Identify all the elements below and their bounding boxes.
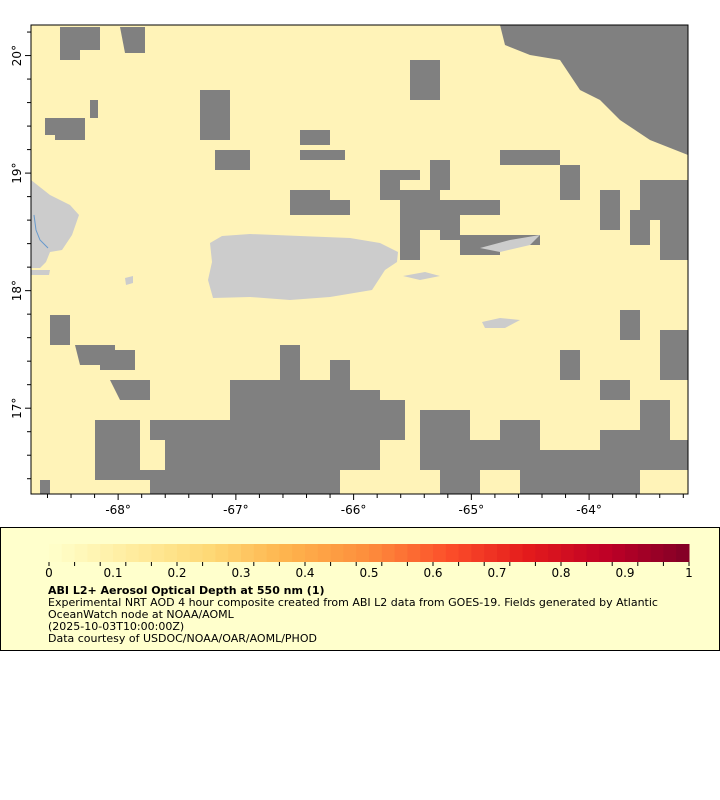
- colorbar-segment: [625, 544, 639, 562]
- legend-time: (2025-10-03T10:00:00Z): [48, 620, 185, 633]
- colorbar-segment: [177, 544, 191, 562]
- st-croix-island: [482, 318, 520, 328]
- colorbar-segment: [74, 544, 88, 562]
- lon-tick-label: -67°: [223, 503, 249, 517]
- map-axes: -68° -67° -66° -65° -64° 17° 18° 19° 20°: [10, 31, 684, 517]
- colorbar-segment: [535, 544, 549, 562]
- colorbar-segment: [138, 544, 152, 562]
- colorbar-segment: [292, 544, 306, 562]
- legend-description-line: OceanWatch node at NOAA/AOML: [48, 608, 234, 621]
- colorbar-segment: [253, 544, 268, 562]
- colorbar-segment: [100, 544, 114, 562]
- colorbar-label: 0.6: [423, 566, 442, 580]
- puerto-rico-land: [208, 234, 398, 300]
- colorbar-segment: [573, 544, 588, 562]
- colorbar-segment: [215, 544, 229, 562]
- colorbar-label: 0.4: [295, 566, 314, 580]
- colorbar-segment: [113, 544, 127, 562]
- colorbar-segment: [151, 544, 165, 562]
- lon-tick-label: -64°: [576, 503, 602, 517]
- colorbar-label: 0.3: [231, 566, 250, 580]
- colorbar-label: 0.1: [103, 566, 122, 580]
- lon-tick-label: -65°: [459, 503, 485, 517]
- legend-title: ABI L2+ Aerosol Optical Depth at 550 nm …: [48, 584, 325, 597]
- river-line: [33, 214, 49, 249]
- colorbar-segment: [202, 544, 216, 562]
- mona-island: [125, 276, 133, 285]
- colorbar-label: 0: [45, 566, 53, 580]
- colorbar-segment: [420, 544, 434, 562]
- colorbar-label: 0.9: [615, 566, 634, 580]
- colorbar-segment: [484, 544, 498, 562]
- colorbar-segment: [663, 544, 677, 562]
- legend-description-line: Experimental NRT AOD 4 hour composite cr…: [48, 596, 658, 609]
- colorbar-label: 0.2: [167, 566, 186, 580]
- hispaniola-land: [31, 180, 79, 268]
- colorbar-segment: [189, 544, 204, 562]
- colorbar-segment: [266, 544, 280, 562]
- colorbar-segment: [381, 544, 396, 562]
- legend-panel: 0 0.1 0.2 0.3 0.4 0.5 0.6 0.7 0.8 0.9 1 ABI L2+ Ae…: [0, 527, 720, 651]
- colorbar-segment: [599, 544, 613, 562]
- colorbar-segment: [330, 544, 344, 562]
- colorbar-segment: [458, 544, 472, 562]
- lon-tick-label: -68°: [105, 503, 131, 517]
- colorbar-segment: [471, 544, 485, 562]
- colorbar-label: 0.8: [551, 566, 570, 580]
- colorbar-segment: [548, 544, 562, 562]
- lon-tick-label: -66°: [341, 503, 367, 517]
- colorbar-segment: [650, 544, 664, 562]
- vieques-island: [403, 272, 440, 280]
- colorbar-segment: [61, 544, 76, 562]
- colorbar-label: 0.7: [487, 566, 506, 580]
- colorbar-segment: [343, 544, 357, 562]
- colorbar-segment: [612, 544, 626, 562]
- colorbar-segment: [637, 544, 652, 562]
- lat-tick-label: 19°: [10, 162, 24, 183]
- aod-map[interactable]: -68° -67° -66° -65° -64° 17° 18° 19° 20°: [0, 0, 720, 527]
- colorbar-segment: [561, 544, 575, 562]
- colorbar-label: 1: [685, 566, 693, 580]
- colorbar-segment: [676, 544, 690, 562]
- colorbar: 0 0.1 0.2 0.3 0.4 0.5 0.6 0.7 0.8 0.9 1: [45, 544, 693, 580]
- map-frame: [30, 24, 689, 495]
- colorbar-segment: [522, 544, 536, 562]
- colorbar-segment: [433, 544, 447, 562]
- colorbar-segment: [586, 544, 600, 562]
- virgin-islands: [480, 235, 540, 252]
- colorbar-segment: [509, 544, 524, 562]
- colorbar-segment: [445, 544, 460, 562]
- lat-tick-label: 20°: [10, 45, 24, 66]
- colorbar-segment: [87, 544, 101, 562]
- land-areas: [31, 180, 540, 328]
- colorbar-segment: [394, 544, 408, 562]
- colorbar-label: 0.5: [359, 566, 378, 580]
- colorbar-segment: [49, 544, 63, 562]
- colorbar-segment: [369, 544, 383, 562]
- colorbar-segment: [317, 544, 332, 562]
- colorbar-segment: [279, 544, 293, 562]
- legend-credit: Data courtesy of USDOC/NOAA/OAR/AOML/PHO…: [48, 632, 317, 645]
- colorbar-segment: [305, 544, 319, 562]
- colorbar-segment: [241, 544, 255, 562]
- colorbar-segment: [497, 544, 511, 562]
- lat-tick-label: 18°: [10, 280, 24, 301]
- colorbar-segment: [356, 544, 370, 562]
- no-data-clouds: [40, 25, 688, 494]
- colorbar-segment: [164, 544, 178, 562]
- lat-tick-label: 17°: [10, 398, 24, 419]
- colorbar-segment: [125, 544, 140, 562]
- colorbar-segment: [407, 544, 421, 562]
- colorbar-segment: [228, 544, 242, 562]
